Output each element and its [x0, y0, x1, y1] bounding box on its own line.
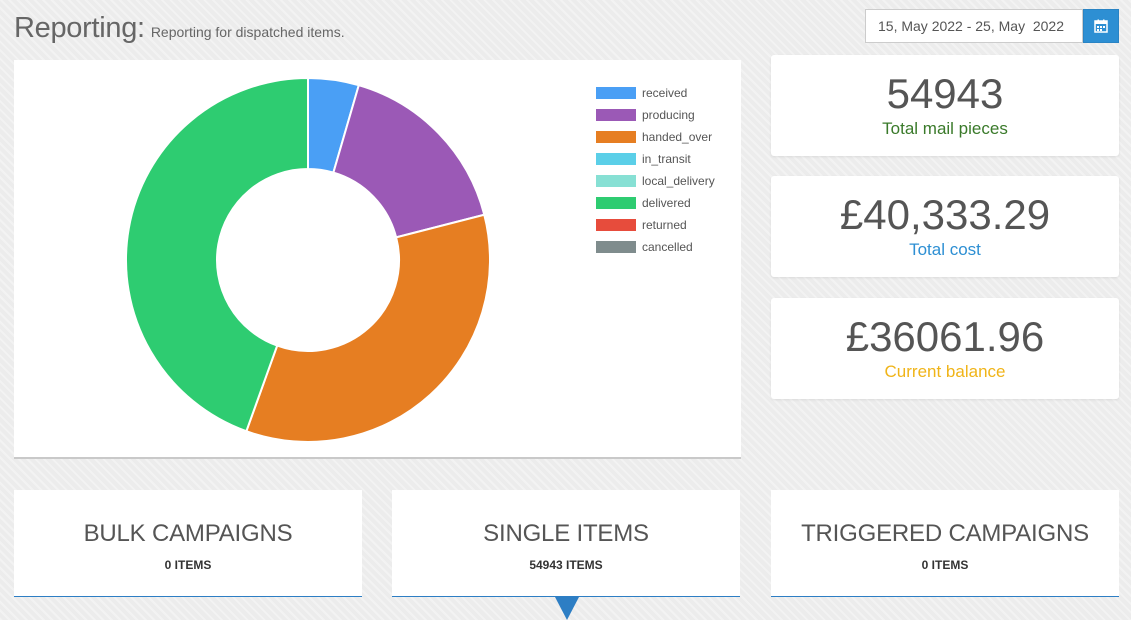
stat-label: Total cost	[909, 240, 981, 259]
legend-item-cancelled[interactable]: cancelled	[596, 236, 715, 258]
legend-swatch	[596, 153, 636, 165]
active-tab-pointer	[555, 597, 579, 620]
date-range-input[interactable]	[865, 9, 1083, 43]
stat-value: 54943	[886, 70, 1004, 117]
legend-label: handed_over	[642, 130, 713, 144]
page-title: Reporting:	[14, 12, 145, 44]
legend-swatch	[596, 109, 636, 121]
page-subtitle: Reporting for dispatched items.	[150, 24, 345, 40]
legend-label: delivered	[642, 196, 691, 210]
legend-item-received[interactable]: received	[596, 82, 715, 104]
date-range-picker	[865, 9, 1119, 43]
legend-item-producing[interactable]: producing	[596, 104, 715, 126]
calendar-icon	[1094, 19, 1108, 33]
legend-swatch	[596, 87, 636, 99]
legend-label: returned	[642, 218, 687, 232]
stat-label: Total mail pieces	[882, 119, 1008, 138]
legend-label: received	[642, 86, 688, 100]
stat-label: Current balance	[884, 362, 1006, 381]
legend-label: producing	[642, 108, 695, 122]
stat-value: £36061.96	[845, 313, 1045, 360]
tab-single-items[interactable]: SINGLE ITEMS 54943 ITEMS	[392, 490, 740, 597]
tab-title: BULK CAMPAIGNS	[83, 520, 293, 547]
legend-label: cancelled	[642, 240, 693, 254]
page-header: Reporting: Reporting for dispatched item…	[14, 12, 345, 52]
tab-bulk-campaigns[interactable]: BULK CAMPAIGNS 0 ITEMS	[14, 490, 362, 597]
tab-triggered-campaigns[interactable]: TRIGGERED CAMPAIGNS 0 ITEMS	[771, 490, 1119, 597]
tab-title: TRIGGERED CAMPAIGNS	[801, 520, 1089, 547]
legend-swatch	[596, 131, 636, 143]
slice-producing[interactable]	[332, 83, 486, 239]
stat-card-current-balance: £36061.96 Current balance	[771, 298, 1119, 399]
legend-label: in_transit	[642, 152, 691, 166]
slice-handed-over[interactable]	[245, 213, 491, 443]
legend-label: local_delivery	[642, 174, 715, 188]
legend-swatch	[596, 219, 636, 231]
calendar-button[interactable]	[1083, 9, 1119, 43]
legend-swatch	[596, 241, 636, 253]
stat-card-total-mail-pieces: 54943 Total mail pieces	[771, 55, 1119, 156]
legend-swatch	[596, 197, 636, 209]
legend-item-in-transit[interactable]: in_transit	[596, 148, 715, 170]
tab-count: 54943 ITEMS	[529, 558, 603, 572]
legend-swatch	[596, 175, 636, 187]
stat-card-total-cost: £40,333.29 Total cost	[771, 176, 1119, 277]
tab-count: 0 ITEMS	[921, 558, 969, 572]
stat-value: £40,333.29	[839, 191, 1051, 238]
tab-title: SINGLE ITEMS	[483, 520, 649, 547]
legend-item-local-delivery[interactable]: local_delivery	[596, 170, 715, 192]
doughnut-chart	[125, 76, 491, 443]
slice-delivered[interactable]	[125, 76, 309, 433]
legend-item-delivered[interactable]: delivered	[596, 192, 715, 214]
legend-item-handed-over[interactable]: handed_over	[596, 126, 715, 148]
tab-count: 0 ITEMS	[164, 558, 212, 572]
legend-item-returned[interactable]: returned	[596, 214, 715, 236]
